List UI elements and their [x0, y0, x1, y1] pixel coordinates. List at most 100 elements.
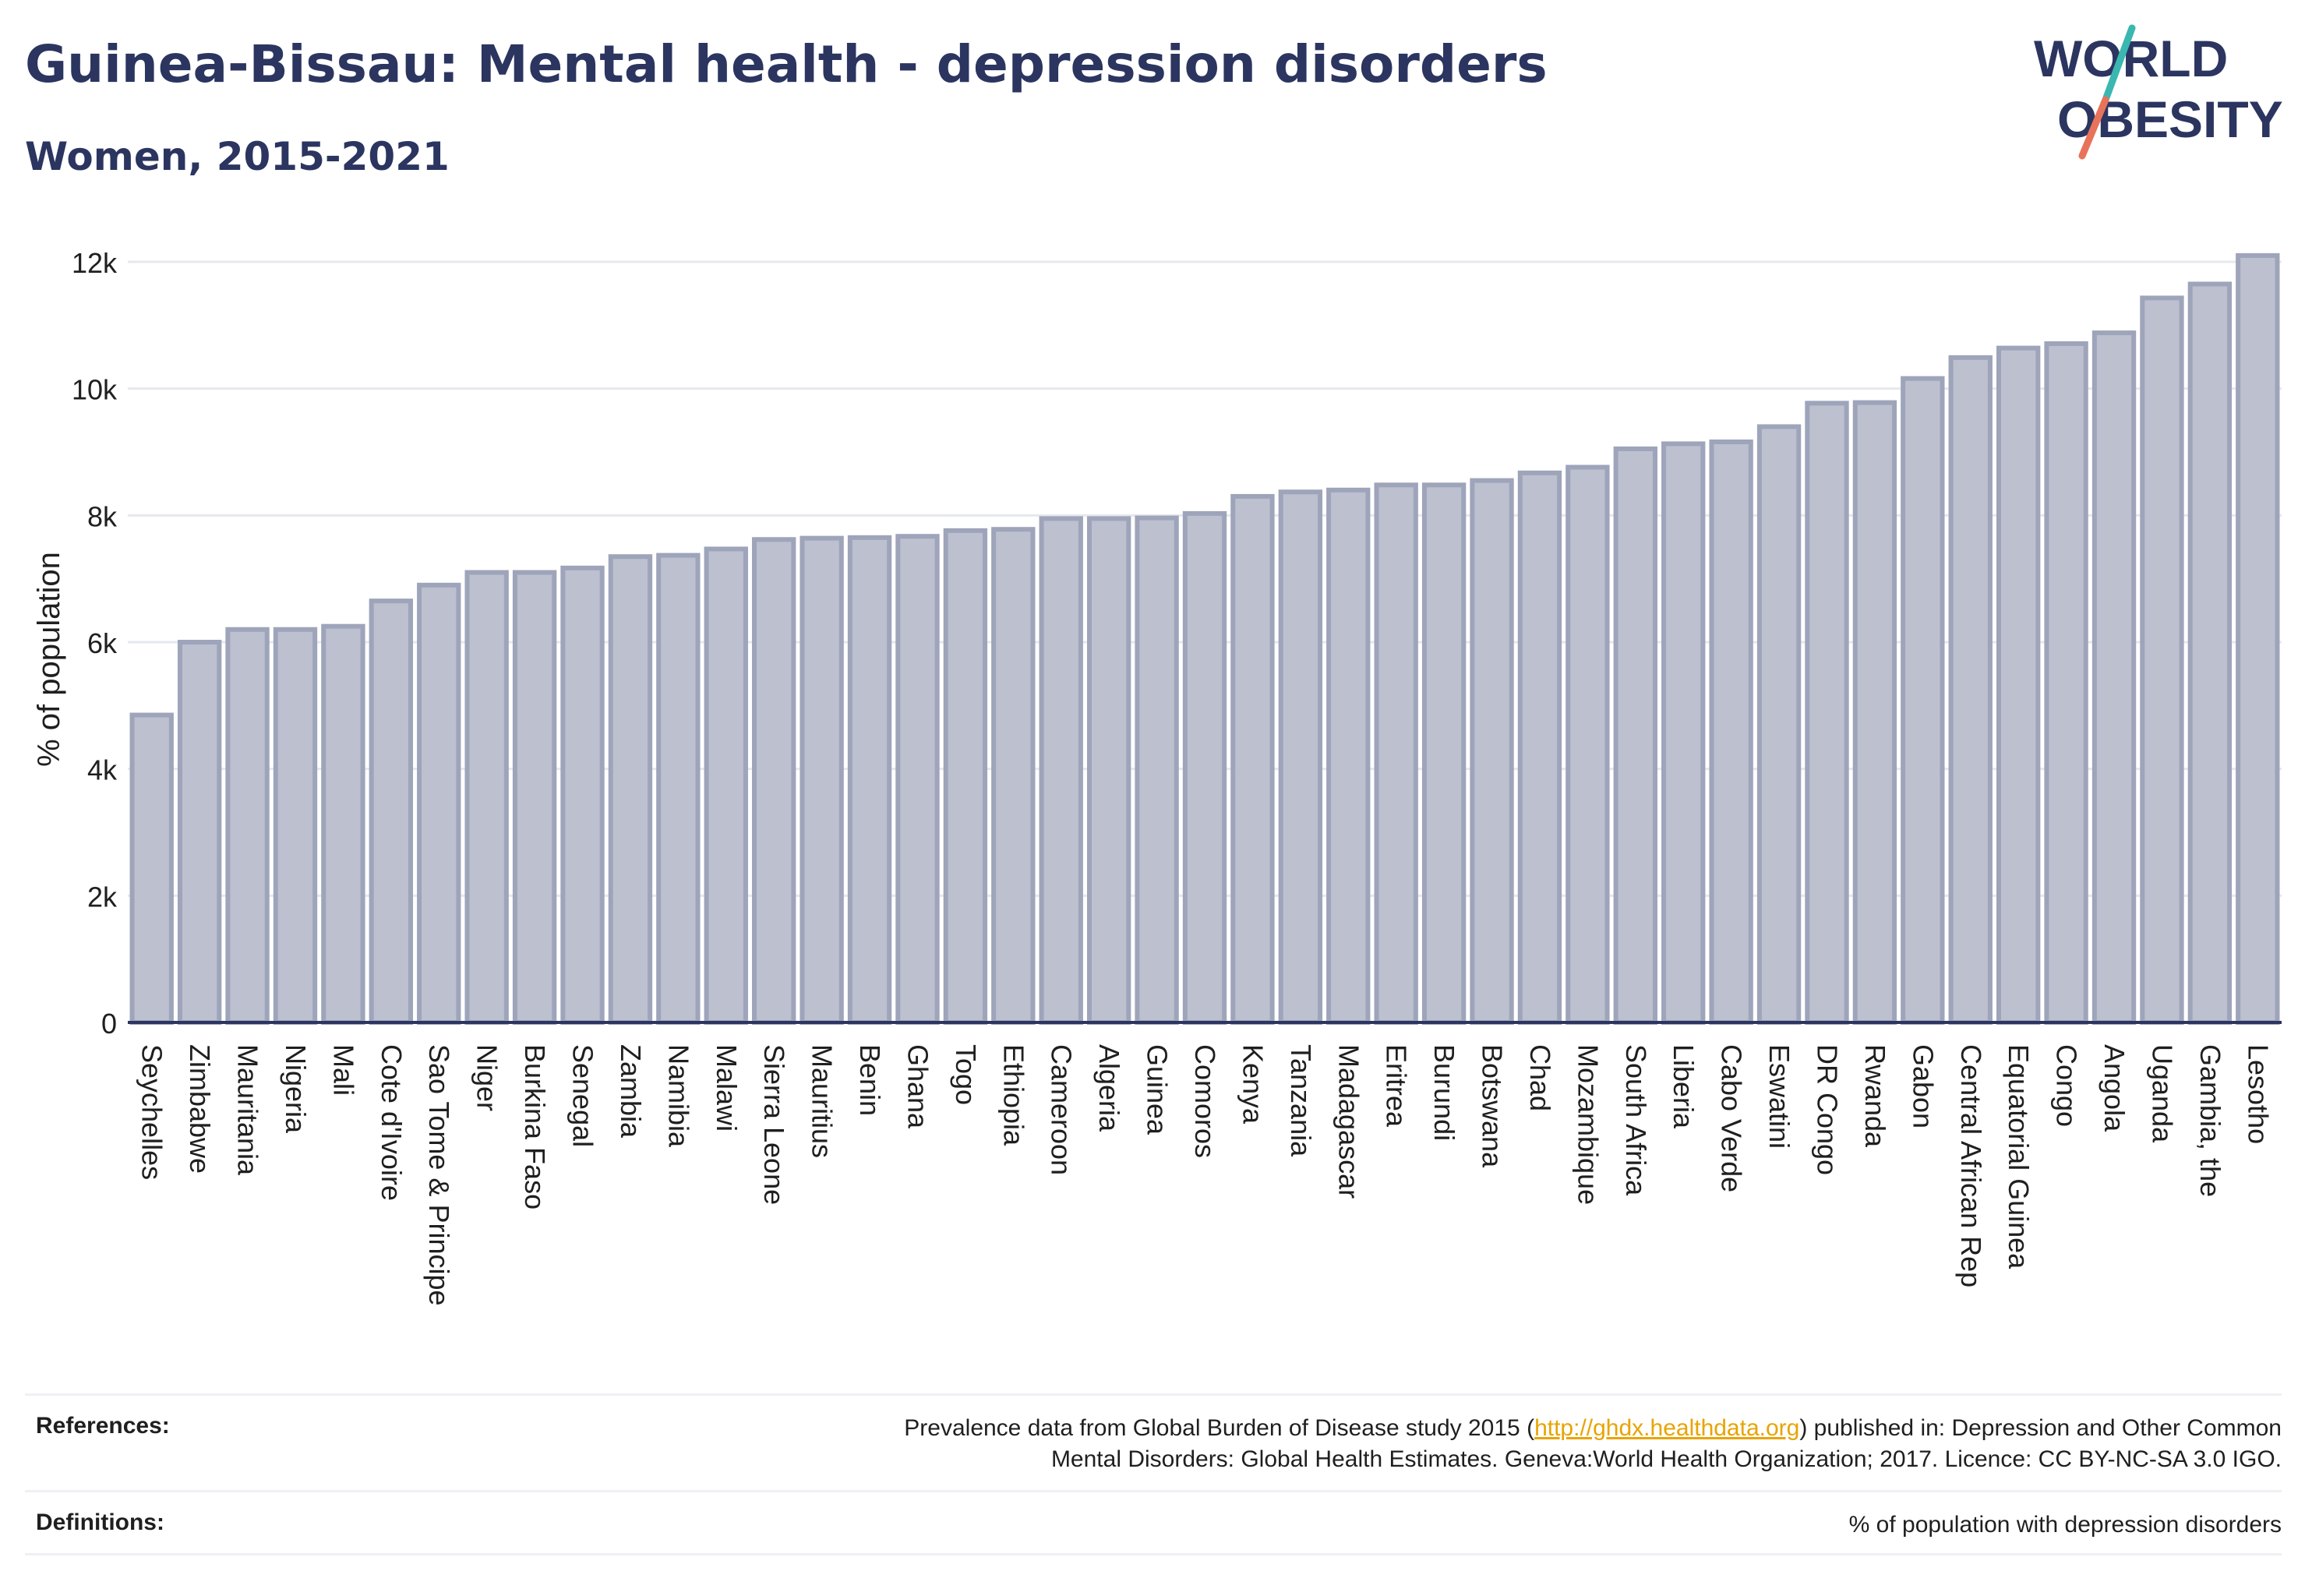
- bar: [800, 535, 844, 1025]
- x-tick-label: Nigeria: [280, 1044, 312, 1134]
- y-axis-label: % of population: [32, 552, 66, 767]
- definitions-label: Definitions:: [36, 1509, 164, 1535]
- bar: [1278, 489, 1323, 1025]
- bar: [1470, 478, 1514, 1025]
- bar: [1805, 401, 1849, 1025]
- x-tick-label: Sierra Leone: [758, 1044, 790, 1205]
- x-tick-label: Madagascar: [1333, 1044, 1364, 1199]
- bar: [2187, 281, 2233, 1025]
- bar: [895, 534, 940, 1025]
- bar: [464, 570, 509, 1025]
- bar: [656, 553, 701, 1025]
- bar: [225, 627, 270, 1025]
- x-tick-label: Mozambique: [1572, 1044, 1604, 1205]
- world-obesity-logo: WORLD OBESITY: [2034, 24, 2283, 160]
- x-tick-label: Sao Tome & Principe: [423, 1044, 455, 1306]
- x-tick-label: Cameroon: [1046, 1044, 1078, 1175]
- bar: [369, 598, 414, 1025]
- bar: [129, 712, 174, 1025]
- bar: [608, 554, 653, 1025]
- y-tick-label: 12k: [72, 247, 118, 279]
- x-tick-label: Botswana: [1477, 1044, 1509, 1168]
- references-label: References:: [36, 1413, 170, 1439]
- x-axis-ticks: Seychelles Zimbabwe Mauritania Nigeria Mali C…: [136, 1044, 2275, 1306]
- x-tick-label: Lesotho: [2242, 1044, 2274, 1144]
- bar: [2236, 252, 2280, 1026]
- bar: [177, 640, 222, 1025]
- bar: [512, 570, 557, 1025]
- references-text-after: ) published in: Depression and Other Com…: [1799, 1415, 2282, 1441]
- x-tick-label: Malawi: [711, 1044, 743, 1132]
- bar: [1230, 493, 1275, 1025]
- bar: [991, 527, 1036, 1025]
- bar: [1613, 446, 1657, 1025]
- bar: [2140, 295, 2184, 1025]
- x-tick-label: Angola: [2099, 1044, 2130, 1132]
- bar: [1948, 355, 1993, 1025]
- x-tick-label: Comoros: [1189, 1044, 1221, 1158]
- x-tick-label: Rwanda: [1859, 1044, 1891, 1148]
- x-tick-label: Guinea: [1142, 1044, 1174, 1135]
- x-tick-label: Cote d'Ivoire: [376, 1044, 408, 1201]
- x-tick-label: Niger: [471, 1044, 503, 1111]
- y-tick-label: 0: [101, 1008, 117, 1040]
- x-tick-label: Eritrea: [1381, 1044, 1413, 1128]
- bar: [1756, 424, 1802, 1025]
- x-tick-label: Gambia, the: [2194, 1044, 2226, 1197]
- x-tick-label: Tanzania: [1285, 1044, 1317, 1157]
- x-tick-label: South Africa: [1620, 1044, 1652, 1196]
- x-tick-label: Benin: [854, 1044, 886, 1116]
- bar: [1661, 441, 1706, 1025]
- x-tick-label: Mali: [327, 1044, 359, 1096]
- x-tick-label: Mauritius: [807, 1044, 838, 1158]
- x-tick-label: Seychelles: [136, 1044, 168, 1180]
- bar: [943, 528, 988, 1025]
- bar: [1326, 487, 1371, 1025]
- x-tick-label: Senegal: [567, 1044, 599, 1147]
- x-tick-label: Ghana: [902, 1044, 934, 1129]
- definitions-text: % of population with depression disorder…: [1848, 1512, 2282, 1538]
- references-link[interactable]: http://ghdx.healthdata.org: [1534, 1415, 1800, 1441]
- x-tick-label: Congo: [2051, 1044, 2083, 1127]
- x-tick-label: Zimbabwe: [184, 1044, 216, 1174]
- bar: [417, 582, 461, 1025]
- x-tick-label: Cabo Verde: [1716, 1044, 1748, 1192]
- x-tick-label: Gabon: [1907, 1044, 1939, 1128]
- x-tick-label: Namibia: [662, 1044, 694, 1148]
- bars: [129, 252, 2280, 1026]
- x-tick-label: Burundi: [1428, 1044, 1460, 1141]
- x-tick-label: Ethiopia: [997, 1044, 1029, 1146]
- x-tick-label: Kenya: [1237, 1044, 1269, 1125]
- bar: [1374, 482, 1418, 1025]
- references-text-before: Prevalence data from Global Burden of Di…: [904, 1415, 1535, 1441]
- bar: [1901, 376, 1945, 1025]
- bar: [1135, 515, 1179, 1025]
- references-line2: Mental Disorders: Global Health Estimate…: [1050, 1446, 2282, 1472]
- bar-chart: 0 2k 4k 6k 8k 10k 12k Seychelles Zimbabwe Maurit…: [32, 247, 2282, 1306]
- bar: [560, 565, 605, 1025]
- x-tick-label: Burkina Faso: [519, 1044, 551, 1209]
- x-tick-label: Togo: [950, 1044, 982, 1105]
- y-tick-label: 2k: [87, 881, 118, 913]
- x-tick-label: Liberia: [1668, 1044, 1700, 1129]
- bar: [1086, 516, 1131, 1025]
- y-axis-ticks: 0 2k 4k 6k 8k 10k 12k: [72, 247, 118, 1040]
- x-tick-label: Equatorial Guinea: [2003, 1044, 2035, 1269]
- y-tick-label: 10k: [72, 374, 118, 406]
- footer-notes: References: Prevalence data from Global …: [25, 1393, 2282, 1555]
- references-row: References: Prevalence data from Global …: [25, 1393, 2282, 1490]
- bar: [1421, 482, 1467, 1025]
- bar: [273, 627, 318, 1025]
- bar: [1182, 510, 1227, 1025]
- chart-subtitle: Women, 2015-2021: [25, 134, 450, 179]
- bar: [1039, 516, 1083, 1025]
- bar: [1852, 400, 1897, 1025]
- definitions-row: Definitions: % of population with depres…: [25, 1490, 2282, 1555]
- bar: [847, 535, 892, 1025]
- x-tick-label: DR Congo: [1811, 1044, 1843, 1175]
- x-tick-label: Central African Rep: [1955, 1044, 1987, 1287]
- references-text: Prevalence data from Global Burden of Di…: [489, 1413, 2282, 1475]
- bar: [2091, 330, 2137, 1025]
- bar: [321, 623, 365, 1026]
- bar: [1517, 470, 1562, 1025]
